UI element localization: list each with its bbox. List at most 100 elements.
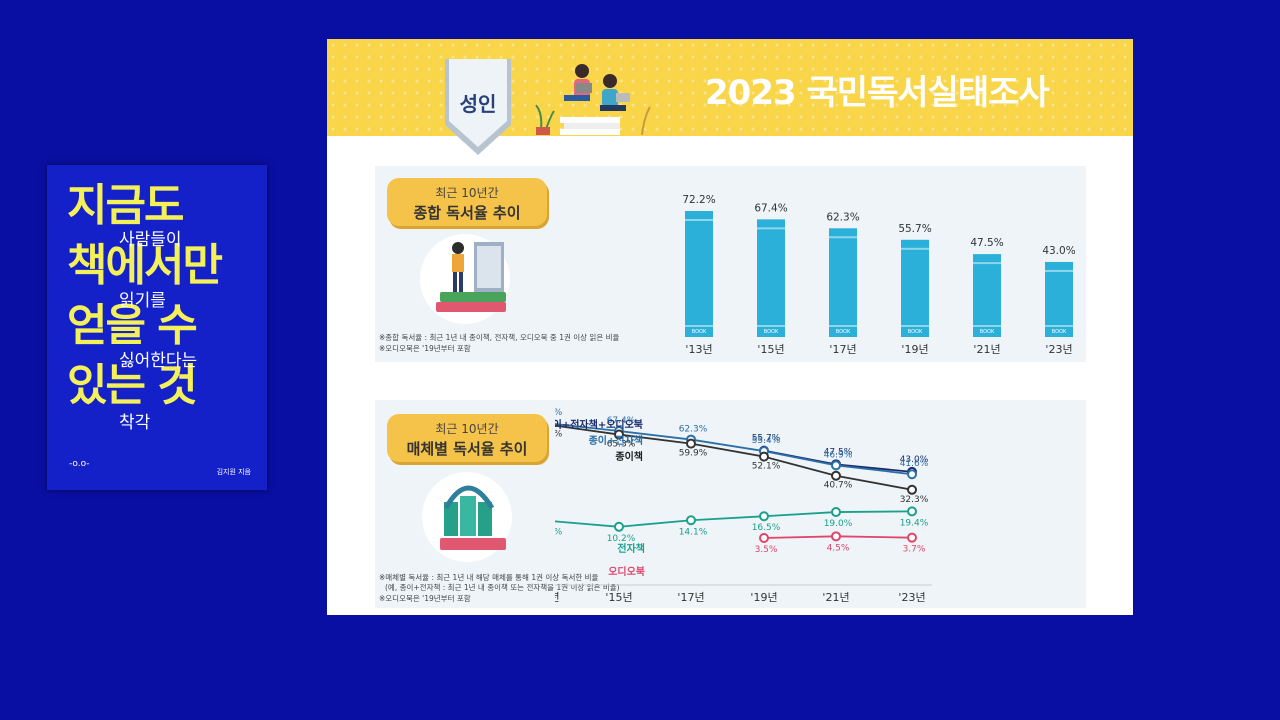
media-reading-rate-line-chart: '13년 '15년 '17년 '19년 '21년 '23년 55.7% 47.5% 43.0% 7… xyxy=(555,408,932,604)
series-name-4: 오디오북 xyxy=(608,565,645,578)
book-cover[interactable]: 지금도 책에서만 얻을 수 있는 것 사람들이 읽기를 싫어한다는 착각 -o.… xyxy=(47,165,267,490)
series-2-label-1: 65.3% xyxy=(607,440,636,450)
series-2-label-4: 40.7% xyxy=(824,481,853,491)
bar-book-label-4: BOOK xyxy=(980,329,995,335)
title-banner: 성인 2023 국민독서실태조사 xyxy=(327,39,1133,155)
series-3-point-2 xyxy=(686,515,696,526)
line-x-tick-label-3: '19년 xyxy=(750,591,777,604)
series-2-point-1 xyxy=(614,429,624,440)
bar-value-label-2: 62.3% xyxy=(826,211,859,223)
page-title: 2023 국민독서실태조사 xyxy=(705,73,1050,113)
line-x-tick-label-4: '21년 xyxy=(822,591,849,604)
bar-3 xyxy=(901,239,929,337)
series-name-0: 종이+전자책+오디오북 xyxy=(555,418,643,431)
bar-book-label-2: BOOK xyxy=(836,329,851,335)
overall-reading-rate-bar-chart: BOOK 72.2% '13년 BOOK 67.4% '15년 BOOK 62.3% '17년 B… xyxy=(682,194,1075,356)
section-overall-reading-rate: 최근 10년간 종합 독서율 추이 ※종합 독서율 : 최근 1년 내 종이책,… xyxy=(375,166,1086,362)
section2-pill-top: 최근 10년간 xyxy=(435,422,499,436)
bar-book-label-1: BOOK xyxy=(764,329,779,335)
audiobook-headphones-icon xyxy=(440,485,506,550)
series-0-label-3: 55.7% xyxy=(752,434,781,444)
bar-book-label-0: BOOK xyxy=(692,329,707,335)
section2-pill-main: 매체별 독서율 추이 xyxy=(406,440,528,458)
x-tick-label-4: '21년 xyxy=(973,343,1000,356)
series-4-point-4 xyxy=(831,531,841,542)
reading-person-icon xyxy=(436,242,506,312)
series-2-label-2: 59.9% xyxy=(679,449,708,459)
section2-note-1: ※매체별 독서율 : 최근 1년 내 해당 매체를 통해 1권 이상 독서한 비… xyxy=(379,573,599,582)
series-3-point-1 xyxy=(614,521,624,532)
series-line-3 xyxy=(555,510,913,528)
series-name-3: 전자책 xyxy=(617,542,645,555)
x-tick-label-1: '15년 xyxy=(757,343,784,356)
bar-book-label-3: BOOK xyxy=(908,329,923,335)
x-tick-label-3: '19년 xyxy=(901,343,928,356)
bar-value-label-0: 72.2% xyxy=(682,194,715,206)
section1-pill: 최근 10년간 종합 독서율 추이 xyxy=(387,178,547,226)
bar-band-0 xyxy=(685,219,713,221)
series-1-point-4 xyxy=(831,460,841,471)
series-name-1: 종이+전자책 xyxy=(589,434,643,447)
bar-band-4 xyxy=(973,262,1001,265)
section1-note-2: ※오디오북은 '19년부터 포함 xyxy=(379,344,471,353)
line-x-tick-label-2: '17년 xyxy=(677,591,704,604)
badge-shield-icon: 성인 xyxy=(445,59,511,155)
line-x-tick-label-1: '15년 xyxy=(605,591,632,604)
cover-title-line-4: 있는 것 xyxy=(67,360,198,411)
bar-band-2 xyxy=(829,236,857,239)
cover-overlay-line-1: 사람들이 xyxy=(119,230,182,250)
bar-value-label-3: 55.7% xyxy=(898,223,931,235)
bar-value-label-5: 43.0% xyxy=(1042,245,1075,257)
bar-band-bottom-2 xyxy=(829,325,857,327)
cover-overlay-line-4: 착각 xyxy=(119,413,151,433)
line-x-tick-label-5: '23년 xyxy=(898,591,925,604)
series-2-point-5 xyxy=(907,484,917,495)
series-3-label-1: 10.2% xyxy=(607,534,636,544)
line-x-tick-label-0: '13년 xyxy=(555,591,560,604)
series-1-label-2: 62.3% xyxy=(679,425,708,435)
series-1-point-5 xyxy=(907,469,917,480)
bar-value-label-1: 67.4% xyxy=(754,202,787,214)
section1-pill-main: 종합 독서율 추이 xyxy=(413,204,521,222)
infographic-panel: 성인 2023 국민독서실태조사 최근 10년간 종합 독서율 추이 ※종합 독… xyxy=(327,39,1133,615)
series-2-point-3 xyxy=(759,451,769,462)
bar-book-label-5: BOOK xyxy=(1052,329,1067,335)
section2-pill: 최근 10년간 매체별 독서율 추이 xyxy=(387,414,547,462)
section2-note-3: ※오디오북은 '19년부터 포함 xyxy=(379,594,471,603)
series-3-label-5: 19.4% xyxy=(900,518,929,528)
series-2-point-2 xyxy=(686,438,696,449)
series-4-point-3 xyxy=(759,533,769,543)
bar-band-bottom-4 xyxy=(973,325,1001,327)
series-3-point-3 xyxy=(759,511,769,522)
section1-note-1: ※종합 독서율 : 최근 1년 내 종이책, 전자책, 오디오북 중 1권 이상… xyxy=(379,333,620,342)
cover-title-line-2: 책에서만 xyxy=(67,240,223,291)
bar-band-3 xyxy=(901,247,929,250)
section1-pill-top: 최근 10년간 xyxy=(435,186,499,200)
bar-5 xyxy=(1045,261,1073,337)
series-4-label-4: 4.5% xyxy=(827,543,850,553)
series-3-label-4: 19.0% xyxy=(824,519,853,529)
bar-band-bottom-1 xyxy=(757,325,785,327)
cover-author: 김지원 지음 xyxy=(216,468,251,476)
series-2-label-3: 52.1% xyxy=(752,462,781,472)
bar-band-bottom-5 xyxy=(1045,325,1073,327)
x-tick-label-5: '23년 xyxy=(1045,343,1072,356)
badge-label: 성인 xyxy=(460,92,497,116)
bar-value-label-4: 47.5% xyxy=(970,237,1003,249)
cover-title-line-3: 얻을 수 xyxy=(67,300,198,351)
series-0-label-5: 43.0% xyxy=(900,455,929,465)
bar-band-bottom-3 xyxy=(901,325,929,327)
cover-overlay-line-2: 읽기를 xyxy=(119,291,166,311)
series-1-label-5: 41.6% xyxy=(900,459,929,469)
series-4-point-5 xyxy=(907,532,917,543)
bar-band-1 xyxy=(757,227,785,230)
bar-2 xyxy=(829,228,857,337)
series-4-label-3: 3.5% xyxy=(755,545,778,555)
section-media-reading-rate: 최근 10년간 매체별 독서율 추이 ※매체별 독서율 : 최근 1년 내 해당… xyxy=(375,400,1086,608)
series-4-label-5: 3.7% xyxy=(903,545,926,555)
bar-1 xyxy=(757,219,785,337)
series-2-label-0: 71.4% xyxy=(555,429,563,439)
series-3-label-0: 13.9% xyxy=(555,528,563,538)
section2-note-2: (예, 종이+전자책 : 최근 1년 내 종이책 또는 전자책을 1권 이상 읽… xyxy=(385,583,620,592)
readers-illustration-icon xyxy=(535,64,651,135)
